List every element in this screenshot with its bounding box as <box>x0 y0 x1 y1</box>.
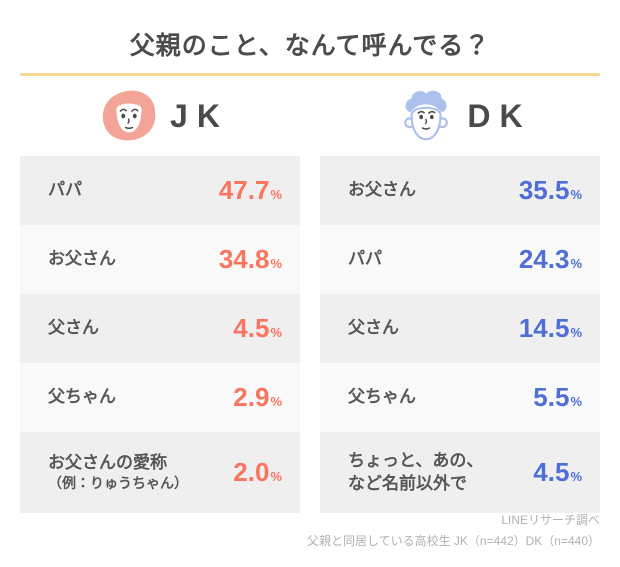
row-value-number: 47.7 <box>218 175 270 205</box>
row-label-line2: など名前以外で <box>348 473 467 493</box>
row-value-number: 2.0 <box>233 457 270 487</box>
table-row: お父さん 35.5% <box>320 156 600 225</box>
row-value-number: 24.3 <box>518 244 570 274</box>
row-label-text: 父ちゃん <box>48 387 116 407</box>
sample-size-line: 父親と同居している高校生 JK（n=442）DK（n=440） <box>306 533 600 548</box>
row-label: お父さんの愛称 （例：りゅうちゃん） <box>48 452 188 493</box>
row-value: 35.5% <box>519 175 582 206</box>
row-value-unit: % <box>570 325 582 340</box>
jk-header: JK <box>20 86 300 146</box>
table-row: お父さん 34.8% <box>20 225 300 294</box>
source-note: LINEリサーチ調べ 父親と同居している高校生 JK（n=442）DK（n=44… <box>307 510 600 551</box>
dk-header: DK <box>320 86 600 146</box>
row-value: 47.7% <box>219 175 282 206</box>
row-value-number: 4.5 <box>533 457 570 487</box>
row-label-text: パパ <box>48 180 82 200</box>
row-label: 父さん <box>348 317 399 339</box>
dk-rows: お父さん 35.5% パパ 24.3% 父さん 14.5% <box>320 156 600 513</box>
row-label: お父さん <box>348 179 416 201</box>
row-label-text: ちょっと、あの、 <box>348 451 484 471</box>
row-label: ちょっと、あの、 など名前以外で <box>348 450 483 495</box>
table-row: 父さん 14.5% <box>320 294 600 363</box>
row-label-text: お父さんの愛称 <box>48 452 167 472</box>
row-value-number: 14.5 <box>518 313 570 343</box>
table-row: パパ 47.7% <box>20 156 300 225</box>
girl-face-icon <box>100 89 158 143</box>
row-label: パパ <box>48 179 82 201</box>
row-label-note: （例：りゅうちゃん） <box>48 475 188 492</box>
row-label-text: 父さん <box>48 318 99 338</box>
jk-rows: パパ 47.7% お父さん 34.8% 父さん 4.5% <box>20 156 300 513</box>
page-title: 父親のこと、なんて呼んでる？ <box>129 32 491 60</box>
row-value-unit: % <box>270 256 282 271</box>
row-label-text: パパ <box>348 249 382 269</box>
row-value: 2.9% <box>233 382 282 413</box>
row-value-number: 4.5 <box>233 313 270 343</box>
row-label: お父さん <box>48 248 116 270</box>
row-value-number: 5.5 <box>533 382 570 412</box>
row-label: パパ <box>348 248 382 270</box>
row-label: 父さん <box>48 317 99 339</box>
table-row: 父ちゃん 2.9% <box>20 363 300 432</box>
jk-label: JK <box>170 97 229 134</box>
columns-container: JK パパ 47.7% お父さん 34.8% 父さん <box>0 86 620 513</box>
row-value: 14.5% <box>519 313 582 344</box>
row-label-text: お父さん <box>348 180 416 200</box>
jk-column: JK パパ 47.7% お父さん 34.8% 父さん <box>20 86 300 513</box>
table-row: ちょっと、あの、 など名前以外で 4.5% <box>320 432 600 513</box>
row-value: 2.0% <box>233 457 282 488</box>
row-label-text: お父さん <box>48 249 116 269</box>
row-value-unit: % <box>270 469 282 484</box>
row-value-number: 2.9 <box>233 382 270 412</box>
row-value: 24.3% <box>519 244 582 275</box>
table-row: お父さんの愛称 （例：りゅうちゃん） 2.0% <box>20 432 300 513</box>
source-line: LINEリサーチ調べ <box>501 513 600 528</box>
table-row: 父さん 4.5% <box>20 294 300 363</box>
table-row: パパ 24.3% <box>320 225 600 294</box>
row-value-number: 34.8 <box>218 244 270 274</box>
row-value-unit: % <box>570 394 582 409</box>
row-value-unit: % <box>570 187 582 202</box>
row-label: 父ちゃん <box>348 386 416 408</box>
row-value-number: 35.5 <box>518 175 570 205</box>
row-label-text: 父ちゃん <box>348 387 416 407</box>
row-label-text: 父さん <box>348 318 399 338</box>
table-row: 父ちゃん 5.5% <box>320 363 600 432</box>
row-value: 34.8% <box>219 244 282 275</box>
dk-column: DK お父さん 35.5% パパ 24.3% 父さん <box>320 86 600 513</box>
row-value-unit: % <box>270 394 282 409</box>
row-value-unit: % <box>270 187 282 202</box>
row-label: 父ちゃん <box>48 386 116 408</box>
dk-label: DK <box>467 97 532 134</box>
row-value: 4.5% <box>533 457 582 488</box>
row-value-unit: % <box>270 325 282 340</box>
row-value-unit: % <box>570 469 582 484</box>
boy-face-icon <box>397 88 455 144</box>
row-value: 4.5% <box>233 313 282 344</box>
row-value: 5.5% <box>533 382 582 413</box>
row-value-unit: % <box>570 256 582 271</box>
title-underline <box>20 73 600 76</box>
